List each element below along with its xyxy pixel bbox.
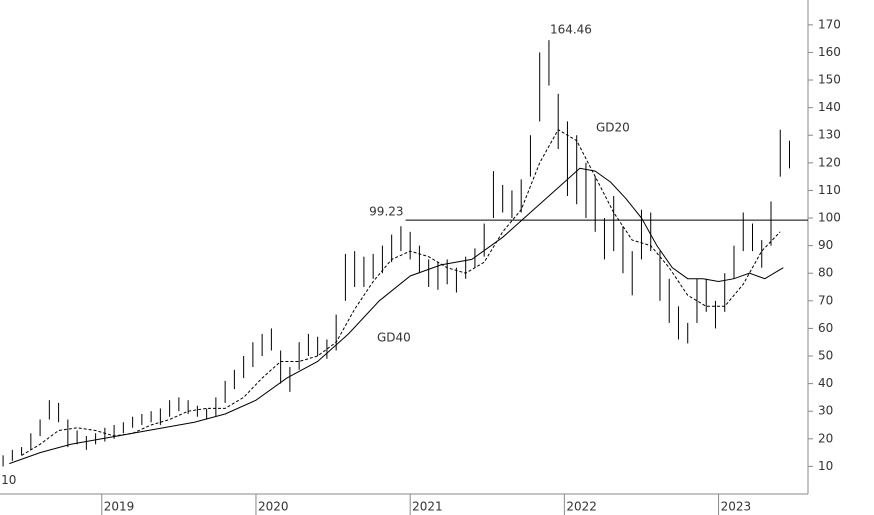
y-tick-label: 110: [818, 183, 841, 197]
moving-average: [21, 129, 781, 456]
y-tick-label: 40: [818, 376, 833, 390]
annotation: 10: [1, 473, 16, 487]
y-tick-label: 140: [818, 100, 841, 114]
x-tick-label: 2020: [258, 500, 289, 514]
y-tick-label: 30: [818, 404, 833, 418]
y-tick-label: 10: [818, 459, 833, 473]
y-tick-label: 170: [818, 17, 841, 31]
y-tick-label: 160: [818, 45, 841, 59]
x-tick-label: 2022: [566, 500, 597, 514]
y-tick-label: 120: [818, 155, 841, 169]
moving-average: [9, 167, 784, 465]
y-tick-label: 70: [818, 293, 833, 307]
x-tick-label: 2019: [104, 500, 135, 514]
y-tick-label: 150: [818, 73, 841, 87]
y-tick-label: 20: [818, 431, 833, 445]
y-tick-label: 80: [818, 266, 833, 280]
annotation: 99.23: [369, 205, 403, 219]
y-tick-label: 50: [818, 349, 833, 363]
annotation: 164.46: [550, 23, 592, 37]
y-tick-label: 60: [818, 321, 833, 335]
annotation: GD20: [596, 121, 630, 135]
y-tick-label: 100: [818, 211, 841, 225]
x-tick-label: 2023: [721, 500, 752, 514]
y-tick-label: 90: [818, 238, 833, 252]
y-tick-label: 130: [818, 128, 841, 142]
x-tick-label: 2021: [412, 500, 443, 514]
annotation: GD40: [377, 331, 411, 345]
